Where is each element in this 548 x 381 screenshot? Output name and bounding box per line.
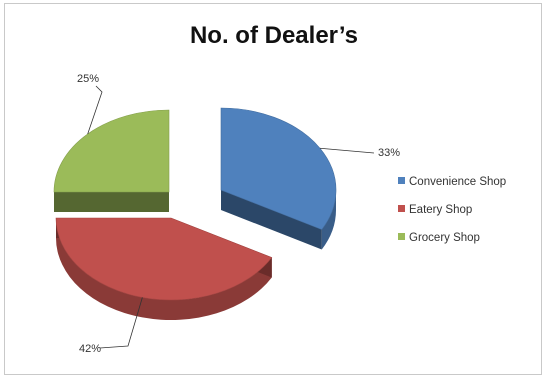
legend-label-1: Eatery Shop — [409, 204, 472, 216]
leader-line-2 — [87, 85, 103, 135]
legend-label-2: Grocery Shop — [409, 232, 480, 244]
pie-side-convenience-shop — [321, 190, 336, 250]
pie-slice-convenience-shop — [220, 107, 337, 230]
legend-swatch-0 — [398, 177, 405, 184]
pie-slice-eatery-shop — [55, 217, 273, 301]
data-label-2: 25% — [77, 73, 99, 85]
chart-title: No. of Dealer’s — [189, 22, 359, 49]
data-label-1: 42% — [79, 343, 101, 355]
leader-line-1 — [99, 297, 143, 349]
legend-swatch-1 — [398, 205, 405, 212]
pie-slice-grocery-shop — [53, 109, 170, 193]
legend-swatch-2 — [398, 233, 405, 240]
pie-cut-convenience-shop-1 — [221, 190, 322, 250]
legend-label-0: Convenience Shop — [409, 176, 506, 188]
pie-side-eatery-shop — [56, 218, 272, 320]
leader-line-0 — [319, 147, 375, 154]
data-label-0: 33% — [378, 147, 400, 159]
pie-cut-grocery-shop-0 — [54, 192, 169, 212]
